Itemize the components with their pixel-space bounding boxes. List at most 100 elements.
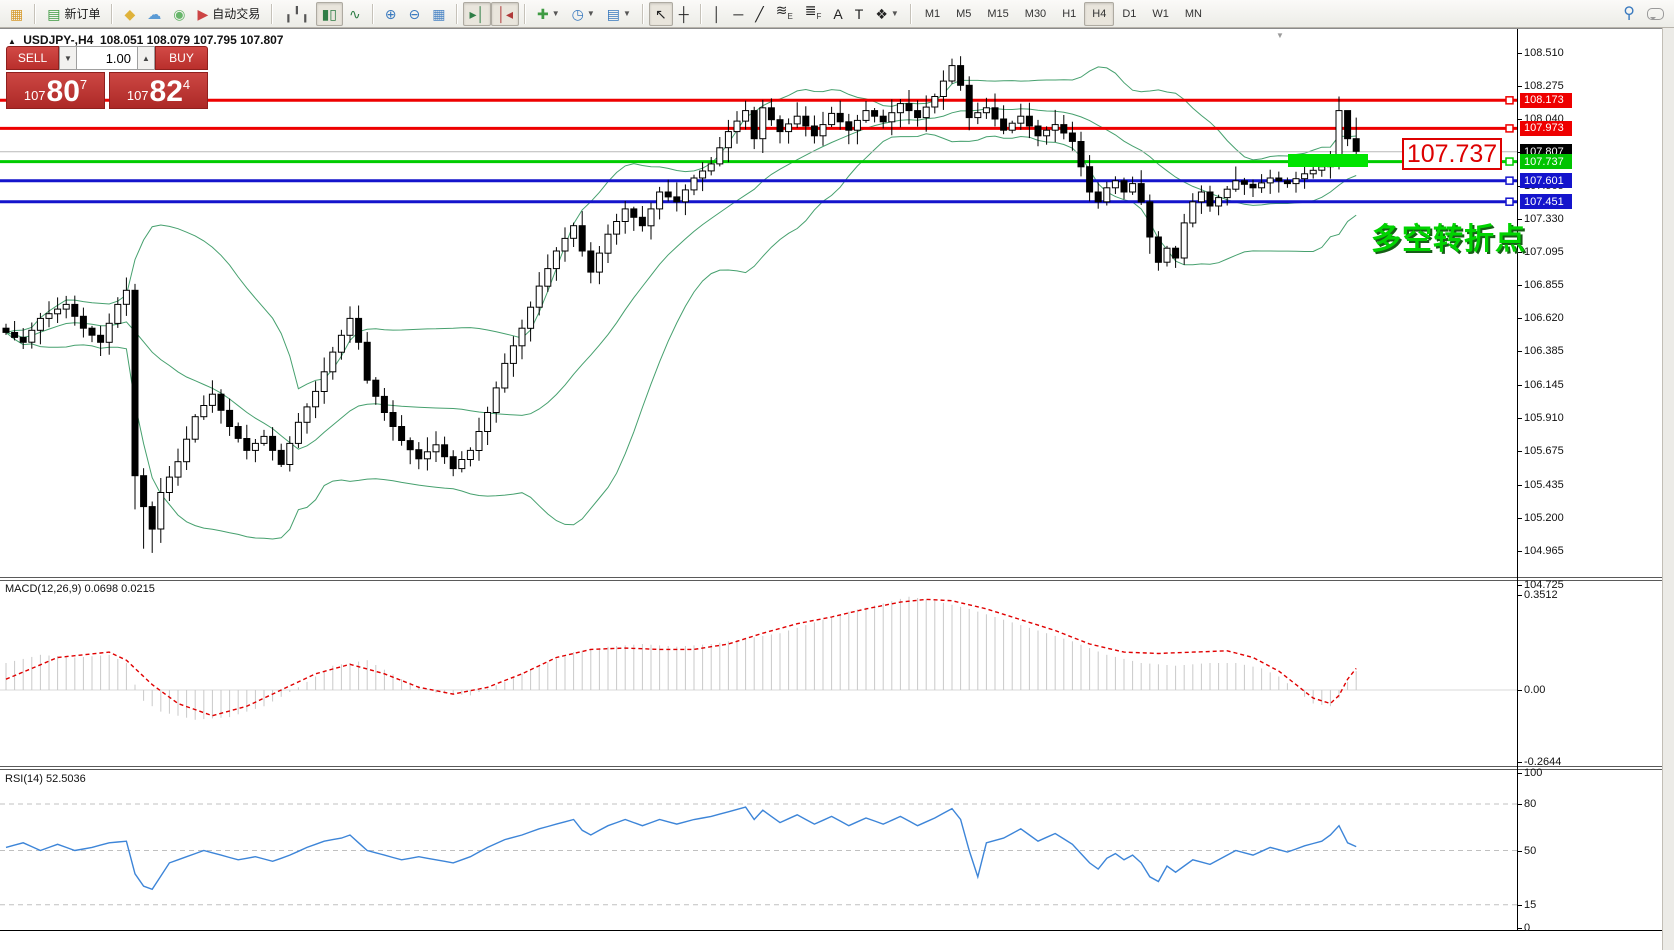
bar-chart-button[interactable]: ╻╹╻	[278, 2, 315, 26]
candle	[449, 450, 457, 477]
templates-button-caret-icon[interactable]: ▼	[623, 9, 631, 18]
chat-button[interactable]	[1641, 2, 1670, 26]
horizontal-line-button[interactable]: ─	[727, 2, 749, 26]
macd-panel[interactable]	[0, 581, 1517, 766]
timeframe-button-m1[interactable]: M1	[924, 7, 941, 20]
auto-scroll-button[interactable]: ▸│	[463, 1, 492, 26]
cursor-icon: ↖	[654, 5, 667, 22]
volume-decrease-button[interactable]: ▼	[59, 46, 77, 70]
chart-shift-marker-icon[interactable]: ▼	[1276, 31, 1284, 40]
rsi-splitter-bottom[interactable]	[0, 769, 1662, 770]
candle	[914, 100, 922, 127]
timeframe-button-m30[interactable]: M30	[1024, 7, 1047, 20]
volume-input[interactable]: 1.00	[77, 46, 137, 70]
zoom-in-button[interactable]: ⊕	[379, 2, 403, 26]
arrows-button[interactable]: ❖ ▼	[869, 2, 904, 26]
candle	[810, 115, 818, 144]
timeframe-button-m15[interactable]: M15	[987, 7, 1009, 20]
macd-splitter-bottom[interactable]	[0, 580, 1662, 581]
templates-button[interactable]: ▤ ▼	[601, 2, 637, 26]
candle	[1146, 194, 1154, 254]
candle	[19, 328, 27, 349]
indicators-button-caret-icon[interactable]: ▼	[551, 9, 560, 18]
new-order-button[interactable]: ▤ 新订单	[41, 2, 106, 26]
candle	[492, 381, 500, 423]
candle	[896, 99, 904, 128]
rsi-panel[interactable]	[0, 770, 1517, 930]
sell-price-button[interactable]: 107 80 7	[6, 72, 105, 109]
timeframe-button-w1[interactable]: W1	[1152, 7, 1169, 20]
zoom-out-button[interactable]: ⊖	[402, 2, 426, 26]
periods-button-caret-icon[interactable]: ▼	[586, 9, 595, 18]
level-anchor-107.973[interactable]	[1505, 124, 1514, 133]
trendline-button[interactable]: ╱	[749, 2, 769, 26]
indicators-button[interactable]: ✚ ▼	[531, 2, 566, 26]
chart-window[interactable]: ▲ USDJPY-,H4 108.051 108.079 107.795 107…	[0, 28, 1662, 950]
timeframe-button-m5[interactable]: M5	[956, 7, 972, 20]
level-anchor-107.601[interactable]	[1505, 176, 1514, 185]
candle	[157, 478, 165, 543]
community-button[interactable]: ☁	[141, 2, 167, 26]
signals-icon: ◉	[173, 5, 186, 22]
price-tick-label: 105.675	[1524, 445, 1564, 458]
line-chart-button[interactable]: ∿	[343, 2, 367, 26]
periods-button[interactable]: ◷ ▼	[566, 2, 601, 26]
candle	[294, 413, 302, 448]
cursor-button[interactable]: ↖	[648, 1, 673, 26]
signals-button[interactable]: ◉	[167, 2, 191, 26]
candle	[251, 439, 259, 463]
candle	[2, 323, 10, 335]
fibonacci-button[interactable]: ≣F	[799, 2, 828, 26]
candle	[518, 319, 526, 360]
collapse-triangle-icon[interactable]: ▲	[8, 37, 16, 46]
candle	[879, 109, 887, 129]
price-callout-label[interactable]: 107.737	[1402, 138, 1502, 170]
window-edge-strip	[1662, 28, 1674, 950]
equidistant-channel-button[interactable]: ≋E	[770, 2, 799, 26]
text-label-button[interactable]: T	[849, 2, 870, 26]
tile-windows-button[interactable]: ▦	[426, 2, 451, 26]
candle	[45, 301, 53, 328]
bollinger-middle-band	[5, 108, 1357, 450]
autotrading-icon: ▶	[197, 5, 209, 22]
candle	[1043, 126, 1051, 145]
buy-button[interactable]: BUY	[155, 46, 208, 70]
vertical-line-button[interactable]: │	[707, 2, 728, 26]
highlight-zone[interactable]	[1288, 154, 1368, 167]
toolbar-group: │ ─ ╱ ≋E ≣F A T ❖ ▼	[707, 0, 905, 27]
autotrading-button[interactable]: ▶ 自动交易	[191, 2, 266, 26]
rsi-splitter-top[interactable]	[0, 766, 1662, 767]
search-icon: ⚲	[1623, 4, 1635, 22]
macd-splitter-top[interactable]	[0, 577, 1662, 578]
search-button[interactable]: ⚲	[1617, 2, 1641, 26]
main-price-chart[interactable]	[0, 29, 1517, 579]
timeframe-button-h4[interactable]: H4	[1084, 1, 1115, 26]
candle	[664, 179, 672, 202]
timeframe-button-mn[interactable]: MN	[1184, 7, 1202, 20]
level-anchor-107.451[interactable]	[1505, 197, 1514, 206]
buy-price-button[interactable]: 107 82 4	[109, 72, 208, 109]
candle	[1111, 176, 1119, 194]
level-anchor-108.173[interactable]	[1505, 96, 1514, 105]
horizontal-line-icon: ─	[733, 5, 744, 22]
timeframe-button-h1[interactable]: H1	[1062, 7, 1077, 20]
price-tick-mark	[1517, 251, 1522, 253]
price-tick-mark	[1517, 484, 1522, 486]
sell-button[interactable]: SELL	[6, 46, 59, 70]
price-badge-107.601: 107.601	[1520, 173, 1572, 189]
arrows-button-caret-icon[interactable]: ▼	[890, 9, 899, 18]
price-tick-label: 106.385	[1524, 345, 1564, 358]
candlestick-chart-button[interactable]: ▮▯	[315, 1, 343, 26]
marker-tool-button[interactable]: ◆	[118, 2, 141, 26]
toolbar-group: ▤ 新订单	[41, 0, 106, 27]
chart-shift-button[interactable]: │◂	[491, 1, 519, 26]
crosshair-button[interactable]: ┼	[673, 2, 695, 26]
zoom-out-icon: ⊖	[408, 5, 421, 22]
timeframe-button-d1[interactable]: D1	[1122, 7, 1137, 20]
candle	[234, 422, 242, 443]
text-button[interactable]: A	[827, 2, 848, 26]
volume-increase-button[interactable]: ▲	[137, 46, 155, 70]
chinese-annotation[interactable]: 多空转折点	[1371, 223, 1526, 256]
level-anchor-107.737[interactable]	[1505, 157, 1514, 166]
